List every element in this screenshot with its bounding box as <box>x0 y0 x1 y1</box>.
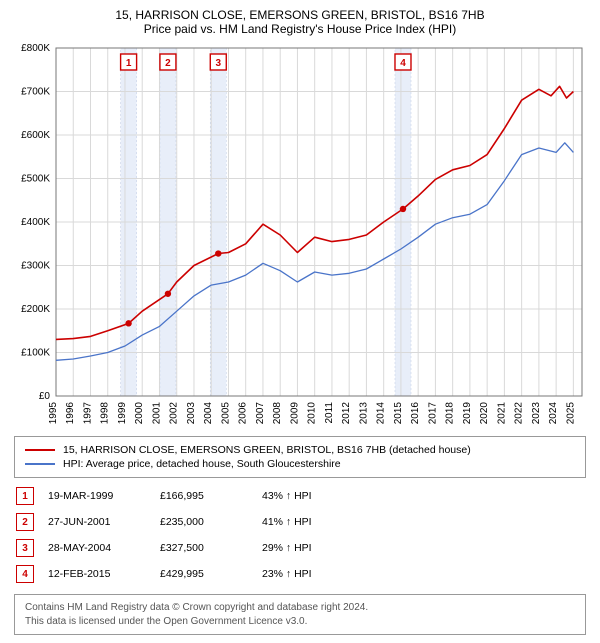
footer-line: This data is licensed under the Open Gov… <box>25 615 575 629</box>
footer: Contains HM Land Registry data © Crown c… <box>14 594 586 635</box>
marker-cell: 2 <box>16 510 46 534</box>
svg-text:2004: 2004 <box>203 402 214 425</box>
svg-text:2010: 2010 <box>307 402 318 425</box>
delta-cell: 43% ↑ HPI <box>262 484 324 508</box>
svg-text:2003: 2003 <box>186 402 197 425</box>
delta-cell: 29% ↑ HPI <box>262 536 324 560</box>
svg-text:£0: £0 <box>39 391 51 402</box>
table-row: 3 28-MAY-2004£327,50029% ↑ HPI <box>16 536 324 560</box>
svg-text:2009: 2009 <box>289 402 300 425</box>
svg-text:£200K: £200K <box>21 304 50 315</box>
svg-text:2001: 2001 <box>151 402 162 425</box>
svg-text:1995: 1995 <box>48 402 59 425</box>
svg-text:1999: 1999 <box>117 402 128 425</box>
marker-cell: 3 <box>16 536 46 560</box>
title-sub: Price paid vs. HM Land Registry's House … <box>10 22 590 36</box>
svg-text:2013: 2013 <box>358 402 369 425</box>
delta-cell: 41% ↑ HPI <box>262 510 324 534</box>
marker-box: 4 <box>16 565 34 583</box>
svg-text:2015: 2015 <box>393 402 404 425</box>
legend-swatch <box>25 463 55 465</box>
svg-text:2011: 2011 <box>324 402 335 424</box>
svg-text:2023: 2023 <box>531 402 542 425</box>
svg-text:£400K: £400K <box>21 217 50 228</box>
svg-text:2005: 2005 <box>220 402 231 425</box>
svg-text:2018: 2018 <box>445 402 456 425</box>
price-cell: £166,995 <box>160 484 260 508</box>
svg-text:2002: 2002 <box>169 402 180 425</box>
price-cell: £429,995 <box>160 562 260 586</box>
sales-table: 1 19-MAR-1999£166,99543% ↑ HPI 2 27-JUN-200… <box>14 482 326 588</box>
legend-row: 15, HARRISON CLOSE, EMERSONS GREEN, BRIS… <box>25 443 575 457</box>
chart-container: 15, HARRISON CLOSE, EMERSONS GREEN, BRIS… <box>0 0 600 643</box>
svg-text:1: 1 <box>126 58 132 69</box>
svg-text:2020: 2020 <box>479 402 490 425</box>
table-row: 4 12-FEB-2015£429,99523% ↑ HPI <box>16 562 324 586</box>
marker-box: 1 <box>16 487 34 505</box>
svg-text:2019: 2019 <box>462 402 473 425</box>
price-cell: £235,000 <box>160 510 260 534</box>
svg-text:2017: 2017 <box>427 402 438 425</box>
svg-text:£300K: £300K <box>21 261 50 272</box>
date-cell: 27-JUN-2001 <box>48 510 158 534</box>
marker-cell: 1 <box>16 484 46 508</box>
svg-text:2007: 2007 <box>255 402 266 425</box>
legend: 15, HARRISON CLOSE, EMERSONS GREEN, BRIS… <box>14 436 586 478</box>
legend-swatch <box>25 449 55 451</box>
svg-text:2012: 2012 <box>341 402 352 425</box>
svg-text:£700K: £700K <box>21 87 50 98</box>
svg-text:2021: 2021 <box>496 402 507 425</box>
svg-text:4: 4 <box>400 58 406 69</box>
delta-cell: 23% ↑ HPI <box>262 562 324 586</box>
svg-text:2006: 2006 <box>238 402 249 425</box>
footer-line: Contains HM Land Registry data © Crown c… <box>25 601 575 615</box>
title-main: 15, HARRISON CLOSE, EMERSONS GREEN, BRIS… <box>10 8 590 22</box>
date-cell: 28-MAY-2004 <box>48 536 158 560</box>
chart-svg: £0 £100K £200K £300K £400K £500K £600K £700K £80… <box>10 40 590 430</box>
svg-text:2: 2 <box>165 58 171 69</box>
svg-text:3: 3 <box>216 58 222 69</box>
svg-text:2008: 2008 <box>272 402 283 425</box>
legend-label: 15, HARRISON CLOSE, EMERSONS GREEN, BRIS… <box>63 444 471 456</box>
table-row: 2 27-JUN-2001£235,00041% ↑ HPI <box>16 510 324 534</box>
svg-text:2014: 2014 <box>376 402 387 425</box>
legend-label: HPI: Average price, detached house, Sout… <box>63 458 341 470</box>
svg-text:£500K: £500K <box>21 174 50 185</box>
titles: 15, HARRISON CLOSE, EMERSONS GREEN, BRIS… <box>10 8 590 36</box>
svg-text:2022: 2022 <box>514 402 525 425</box>
svg-text:£800K: £800K <box>21 43 50 54</box>
marker-box: 2 <box>16 513 34 531</box>
date-cell: 12-FEB-2015 <box>48 562 158 586</box>
svg-text:1997: 1997 <box>82 402 93 425</box>
chart: £0 £100K £200K £300K £400K £500K £600K £700K £80… <box>10 40 590 430</box>
price-cell: £327,500 <box>160 536 260 560</box>
svg-text:2025: 2025 <box>565 402 576 425</box>
svg-text:1998: 1998 <box>100 402 111 425</box>
date-cell: 19-MAR-1999 <box>48 484 158 508</box>
marker-box: 3 <box>16 539 34 557</box>
svg-text:2024: 2024 <box>548 402 559 425</box>
svg-text:2000: 2000 <box>134 402 145 425</box>
legend-row: HPI: Average price, detached house, Sout… <box>25 457 575 471</box>
svg-text:£600K: £600K <box>21 130 50 141</box>
svg-text:2016: 2016 <box>410 402 421 425</box>
marker-cell: 4 <box>16 562 46 586</box>
svg-text:1996: 1996 <box>65 402 76 425</box>
table-row: 1 19-MAR-1999£166,99543% ↑ HPI <box>16 484 324 508</box>
svg-text:£100K: £100K <box>21 348 50 359</box>
